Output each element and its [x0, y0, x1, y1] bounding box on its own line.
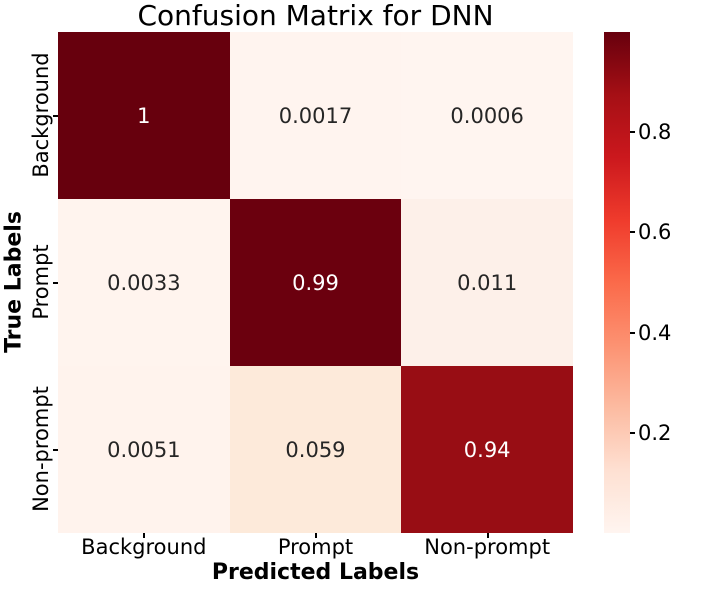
cell-value: 1: [137, 103, 151, 128]
y-axis-tick: [53, 449, 58, 451]
x-axis-tick: [143, 533, 145, 538]
colorbar-tick: [630, 231, 635, 233]
matrix-cell: 0.011: [401, 199, 573, 366]
heatmap-grid: 1 0.0017 0.0006 0.0033 0.99 0.011 0.0051…: [58, 32, 573, 533]
x-tick-label-non-prompt: Non-prompt: [424, 535, 551, 559]
cell-value: 0.011: [457, 270, 518, 295]
colorbar-gradient: [604, 32, 630, 533]
y-axis-tick: [53, 282, 58, 284]
y-axis-tick: [53, 115, 58, 117]
cell-value: 0.99: [292, 270, 339, 295]
y-axis-label: True Labels: [1, 211, 27, 353]
x-tick-label-prompt: Prompt: [277, 535, 354, 559]
x-axis-tick: [315, 533, 317, 538]
matrix-cell: 0.0051: [58, 366, 230, 533]
y-tick-label-background: Background: [29, 52, 53, 178]
colorbar-tick-label: 0.4: [638, 321, 672, 345]
colorbar-tick: [630, 131, 635, 133]
matrix-cell: 0.0033: [58, 199, 230, 366]
colorbar-tick-label: 0.6: [638, 220, 672, 244]
matrix-cell: 0.0017: [229, 32, 402, 199]
colorbar-tick-label: 0.8: [638, 120, 672, 144]
colorbar-tick: [630, 332, 635, 334]
matrix-cell: 0.99: [229, 199, 402, 366]
cell-value: 0.0006: [450, 103, 524, 128]
matrix-cell: 0.059: [229, 366, 402, 533]
cell-value: 0.0033: [107, 270, 181, 295]
colorbar-tick: [630, 432, 635, 434]
y-tick-label-prompt: Prompt: [29, 244, 53, 320]
cell-value: 0.94: [463, 437, 511, 462]
chart-title: Confusion Matrix for DNN: [137, 0, 494, 32]
x-axis-label: Predicted Labels: [211, 560, 420, 585]
y-tick-label-non-prompt: Non-prompt: [29, 386, 53, 512]
colorbar-tick-label: 0.2: [638, 421, 672, 445]
x-axis-tick: [487, 533, 489, 538]
cell-value: 0.0017: [278, 103, 353, 128]
matrix-cell: 1: [58, 32, 230, 199]
matrix-cell: 0.0006: [401, 32, 573, 199]
cell-value: 0.0051: [107, 437, 181, 462]
x-tick-labels: Background Prompt Non-prompt: [58, 535, 573, 559]
cell-value: 0.059: [285, 437, 346, 462]
matrix-cell: 0.94: [401, 366, 573, 533]
x-tick-label-background: Background: [81, 535, 207, 559]
